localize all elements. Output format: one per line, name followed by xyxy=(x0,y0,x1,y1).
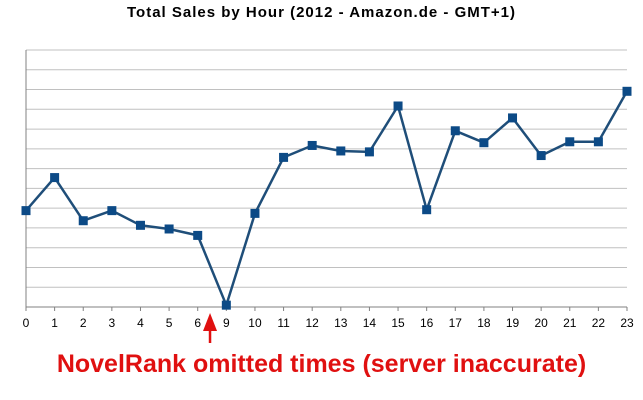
x-tick-label: 2 xyxy=(80,316,87,330)
data-point xyxy=(450,126,460,136)
x-tick-label: 16 xyxy=(420,316,434,330)
data-point xyxy=(221,300,231,310)
x-tick-label: 15 xyxy=(391,316,405,330)
axes xyxy=(25,50,628,311)
data-point xyxy=(21,206,31,216)
x-tick-label: 22 xyxy=(592,316,606,330)
data-point xyxy=(565,137,575,147)
x-tick-labels: 0 1 2 3 4 5 6 9 10 11 12 13 14 15 16 17 18 19 20 21 22 23 xyxy=(23,316,634,330)
data-point xyxy=(336,146,346,156)
data-point xyxy=(307,140,317,150)
data-point xyxy=(279,152,289,162)
data-point xyxy=(250,208,260,218)
data-point xyxy=(393,101,403,111)
series-line xyxy=(25,90,629,307)
x-tick-label: 20 xyxy=(534,316,548,330)
series xyxy=(21,86,632,310)
x-tick-label: 19 xyxy=(506,316,520,330)
x-tick-label: 12 xyxy=(306,316,320,330)
data-point xyxy=(593,137,603,147)
data-point xyxy=(422,205,432,215)
x-tick-label: 3 xyxy=(109,316,116,330)
data-point xyxy=(50,173,60,183)
x-tick-label: 21 xyxy=(563,316,577,330)
x-tick-label: 4 xyxy=(137,316,144,330)
data-point xyxy=(107,206,117,216)
x-tick-label: 13 xyxy=(334,316,348,330)
x-tick-label: 18 xyxy=(477,316,491,330)
gridlines xyxy=(26,49,627,288)
data-point xyxy=(135,220,145,230)
x-tick-label: 23 xyxy=(620,316,634,330)
x-tick-label: 11 xyxy=(277,316,290,330)
data-point xyxy=(508,113,518,123)
data-point xyxy=(622,86,632,96)
x-tick-label: 17 xyxy=(449,316,463,330)
x-tick-label: 1 xyxy=(51,316,58,330)
annotation-arrow-group xyxy=(203,313,218,343)
annotation-arrow-head xyxy=(203,313,218,331)
chart-title: Total Sales by Hour (2012 - Amazon.de - … xyxy=(127,4,516,21)
data-point xyxy=(78,216,88,226)
data-point xyxy=(193,230,203,240)
x-tick-label: 10 xyxy=(248,316,262,330)
data-point xyxy=(364,147,374,157)
annotation-text: NovelRank omitted times (server inaccura… xyxy=(56,350,587,378)
data-point xyxy=(536,151,546,161)
x-tick-label: 6 xyxy=(194,316,201,330)
x-tick-label: 5 xyxy=(166,316,173,330)
x-tick-label: 14 xyxy=(363,316,377,330)
data-point xyxy=(164,224,174,234)
data-point xyxy=(479,138,489,148)
x-tick-label: 0 xyxy=(23,316,30,330)
x-tick-label: 9 xyxy=(223,316,230,330)
